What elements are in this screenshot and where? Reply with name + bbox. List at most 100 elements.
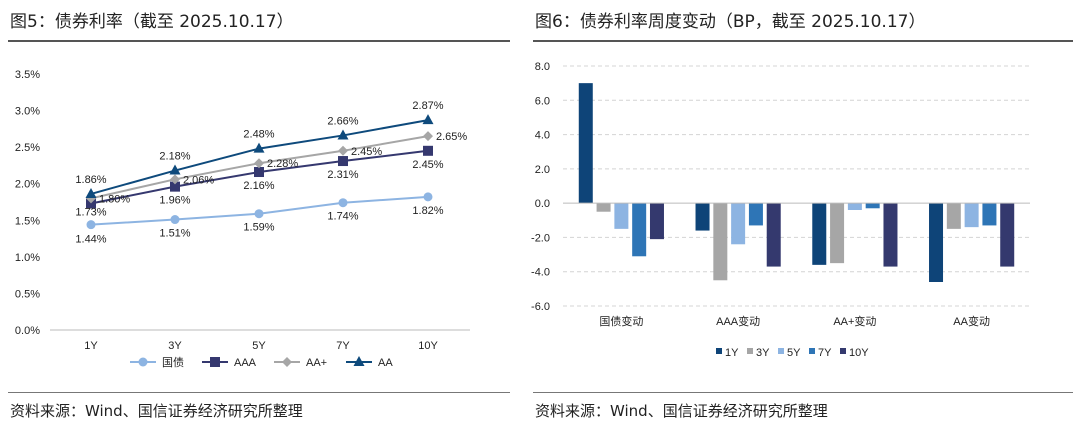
legend-swatch-5Y <box>778 348 784 354</box>
data-label: 1.82% <box>412 205 443 217</box>
legend-marker-国债 <box>138 357 148 367</box>
data-point-国债 <box>86 220 96 230</box>
data-label: 2.16% <box>243 180 274 192</box>
series-line-AAA <box>90 149 429 205</box>
bar-5Y <box>731 203 746 245</box>
legend-label: 10Y <box>849 347 869 359</box>
bar-5Y <box>847 203 862 210</box>
data-label: 2.31% <box>327 169 358 181</box>
x-category-label: AA变动 <box>953 314 990 328</box>
data-point-AA <box>253 142 265 153</box>
data-point-AA <box>169 164 181 175</box>
y-tick-label: 0.5% <box>15 288 40 300</box>
data-label: 2.06% <box>183 174 214 186</box>
y-tick-label: -2.0 <box>531 232 550 244</box>
x-category-label: AA+变动 <box>833 314 876 328</box>
bar-3Y <box>830 203 845 264</box>
bond-yield-line-chart: 0.0% 0.5% 1.0% 1.5% 2.0% 2.5% 3.0% 3.5% 1Y 3Y 5Y 7Y… <box>15 69 470 369</box>
y-tick-label: 2.5% <box>15 142 40 154</box>
bar-10Y <box>649 203 664 240</box>
bar-1Y <box>695 203 710 231</box>
y-tick-label: -4.0 <box>531 267 550 279</box>
y-tick-label: 1.0% <box>15 252 40 264</box>
legend-swatch-10Y <box>840 348 846 354</box>
x-tick-label: 10Y <box>418 340 438 352</box>
left-source-note: 资料来源：Wind、国信证券经济研究所整理 <box>10 402 303 420</box>
data-point-AA <box>85 187 97 198</box>
bar-7Y <box>632 203 647 257</box>
right-source-note: 资料来源：Wind、国信证券经济研究所整理 <box>535 402 828 420</box>
right-source-rule <box>533 392 1073 393</box>
data-point-AAA <box>338 156 348 167</box>
bar-10Y <box>1000 203 1015 267</box>
data-label: 1.96% <box>159 195 190 207</box>
data-point-AA <box>422 114 434 125</box>
x-category-label: AAA变动 <box>716 314 760 328</box>
legend-swatch-1Y <box>716 348 722 354</box>
bar-3Y <box>946 203 961 229</box>
data-label: 2.18% <box>159 151 190 163</box>
legend-label: 1Y <box>725 347 739 359</box>
bond-yield-change-bar-chart: -6.0 -4.0 -2.0 0.0 2.0 4.0 6.0 8.0 国债变动 AAA变动 AA+变… <box>531 61 1030 359</box>
legend-label: AA+ <box>306 357 327 369</box>
legend-label: AAA <box>234 357 257 369</box>
y-tick-label: 0.0 <box>535 198 550 210</box>
data-label: 2.66% <box>327 115 358 127</box>
data-label: 2.28% <box>267 158 298 170</box>
y-tick-label: 4.0 <box>535 130 550 142</box>
bar-7Y <box>865 203 880 209</box>
data-label: 1.86% <box>75 174 106 186</box>
data-point-AA+ <box>338 145 348 156</box>
legend-swatch-7Y <box>809 348 815 354</box>
data-point-国债 <box>423 192 433 202</box>
data-point-AA+ <box>254 158 264 169</box>
legend-swatch-3Y <box>747 348 753 354</box>
y-tick-label: 3.0% <box>15 106 40 118</box>
bar-5Y <box>614 203 629 229</box>
y-tick-label: 8.0 <box>535 61 550 73</box>
bar-7Y <box>982 203 997 226</box>
bar-1Y <box>929 203 944 282</box>
right-title-rule <box>533 40 1073 42</box>
y-tick-label: -6.0 <box>531 301 550 313</box>
data-label: 1.44% <box>75 234 106 246</box>
data-label: 2.87% <box>412 100 443 112</box>
legend-marker-AAA <box>210 357 220 367</box>
data-label: 1.51% <box>159 228 190 240</box>
bar-1Y <box>578 83 593 204</box>
legend-label: 国债 <box>162 355 184 369</box>
y-tick-label: 2.0% <box>15 179 40 191</box>
data-label: 1.73% <box>75 206 106 218</box>
y-tick-label: 0.0% <box>15 325 40 337</box>
data-point-AA+ <box>170 174 180 185</box>
data-point-AAA <box>254 167 264 178</box>
bar-3Y <box>596 203 611 212</box>
y-tick-label: 2.0 <box>535 164 550 176</box>
data-label: 1.59% <box>243 222 274 234</box>
data-point-国债 <box>254 209 264 219</box>
right-chart-title: 图6：债券利率周度变动（BP，截至 2025.10.17） <box>535 12 926 32</box>
legend-label: 3Y <box>756 347 770 359</box>
x-tick-label: 5Y <box>252 340 266 352</box>
legend-marker-AA <box>353 356 365 366</box>
legend-label: 7Y <box>818 347 832 359</box>
data-label: 2.48% <box>243 129 274 141</box>
data-point-国债 <box>338 198 348 208</box>
left-source-rule <box>8 392 510 393</box>
x-tick-label: 7Y <box>336 340 350 352</box>
y-tick-label: 3.5% <box>15 69 40 81</box>
data-point-AA+ <box>423 131 433 142</box>
legend-label: AA <box>378 357 393 369</box>
data-label: 2.45% <box>351 146 382 158</box>
left-chart-title: 图5：债券利率（截至 2025.10.17） <box>10 12 294 32</box>
data-label: 2.45% <box>412 159 443 171</box>
bar-3Y <box>713 203 728 281</box>
data-point-AAA <box>423 145 433 156</box>
x-tick-label: 1Y <box>84 340 98 352</box>
data-point-AAA <box>170 181 180 192</box>
data-point-AAA <box>86 198 96 209</box>
y-tick-label: 1.5% <box>15 215 40 227</box>
bar-1Y <box>812 203 827 265</box>
data-label: 1.74% <box>327 211 358 223</box>
x-tick-label: 3Y <box>168 340 182 352</box>
